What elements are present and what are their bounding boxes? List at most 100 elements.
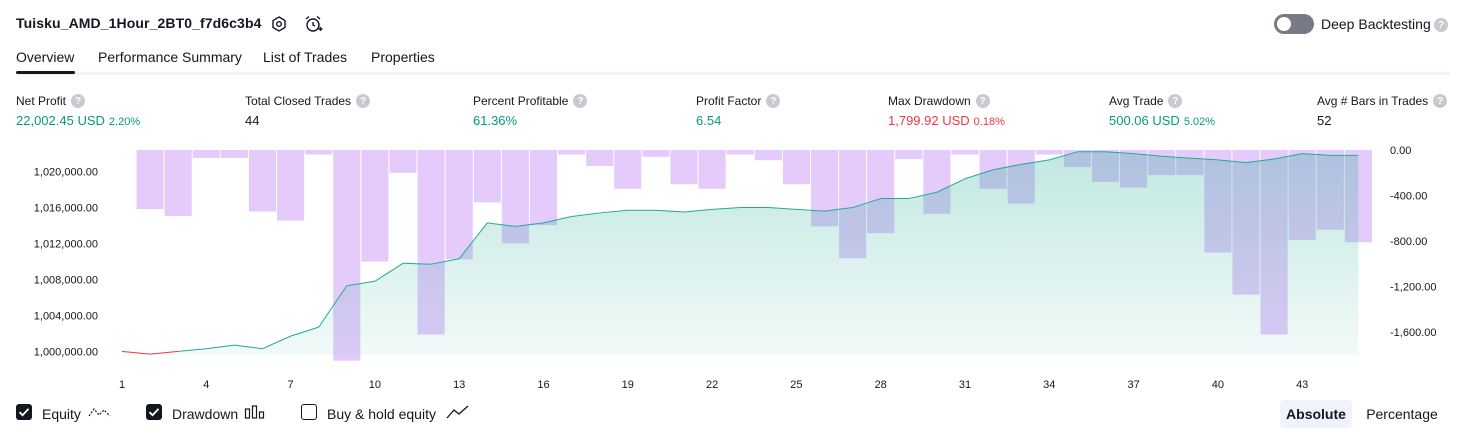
left-axis-tick-label: 1,012,000.00 (34, 239, 98, 251)
deep-backtesting-toggle[interactable] (1274, 14, 1314, 34)
drawdown-bar (670, 150, 698, 185)
buy-hold-line-icon (446, 405, 469, 419)
equity-line-segment (402, 262, 432, 265)
drawdown-bar (1035, 150, 1063, 155)
info-icon[interactable]: ? (975, 94, 990, 108)
equity-line-segment (487, 222, 516, 227)
metric-total-closed-trades-value: 44 (245, 113, 260, 128)
equity-line-segment (318, 285, 348, 328)
drawdown-bar (277, 150, 305, 221)
equity-line-segment (1189, 157, 1218, 161)
info-icon[interactable]: ? (71, 94, 86, 108)
drawdown-bar (473, 150, 501, 203)
equity-line-icon (88, 408, 111, 417)
info-icon[interactable]: ? (356, 94, 371, 108)
equity-line-segment (908, 191, 938, 200)
equity-line-segment (712, 207, 741, 210)
left-axis-tick-label: 1,004,000.00 (34, 310, 98, 322)
equity-checkbox[interactable] (16, 404, 32, 420)
metric-net-profit-label: Net Profit? (16, 94, 86, 108)
equity-line-segment (1217, 159, 1247, 164)
alarm-add-icon[interactable] (302, 13, 324, 35)
drawdown-bar (361, 150, 389, 262)
equity-line-segment (290, 326, 319, 337)
metric-max-drawdown-value: 1,799.92 USD 0.18% (888, 113, 1005, 128)
absolute-mode-button[interactable]: Absolute (1280, 400, 1352, 428)
equity-drawdown-chart[interactable]: 1,000,000.00 1,004,000.00 1,008,000.00 1,01… (0, 135, 1466, 395)
metric-profit-factor-label: Profit Factor? (696, 94, 781, 108)
info-icon[interactable]: ? (1433, 94, 1448, 108)
drawdown-bar (614, 150, 642, 189)
equity-line-segment (964, 169, 994, 180)
metric-label-text: Net Profit (16, 94, 67, 108)
metric-avg-bars-value: 52 (1317, 113, 1332, 128)
x-axis-tick-label: 40 (1212, 379, 1224, 391)
equity-line-segment (1274, 153, 1303, 160)
equity-line-segment (683, 208, 713, 213)
percentage-mode-button[interactable]: Percentage (1366, 406, 1438, 422)
equity-line-segment (993, 163, 1022, 171)
metric-value-text: 1,799.92 USD (888, 113, 970, 128)
toggle-knob (1277, 17, 1291, 31)
metric-pct-text: 2.20% (108, 116, 141, 128)
left-axis-tick-label: 1,000,000.00 (34, 346, 98, 358)
x-axis-tick-label: 16 (537, 379, 549, 391)
x-axis-tick-label: 19 (622, 379, 634, 391)
info-icon[interactable]: ? (766, 94, 781, 108)
equity-legend-label: Equity (42, 406, 81, 422)
equity-fill (122, 151, 1359, 355)
metric-value-text: 500.06 USD (1109, 113, 1180, 128)
drawdown-bar (782, 150, 810, 185)
settings-icon[interactable] (268, 13, 290, 35)
equity-line-segment (515, 222, 544, 227)
drawdown-bar (305, 150, 333, 155)
equity-line-segment (936, 178, 966, 193)
equity-line-segment (1302, 153, 1331, 156)
x-axis-tick-label: 43 (1296, 379, 1308, 391)
drawdown-bar (895, 150, 923, 160)
metric-label-text: Avg Trade (1109, 94, 1164, 108)
equity-line-segment (346, 280, 375, 287)
alarm-glyph (305, 15, 323, 32)
drawdown-bar (136, 150, 164, 210)
x-axis-tick-label: 4 (203, 379, 209, 391)
right-axis-tick-label: -1,200.00 (1390, 282, 1436, 294)
equity-line-segment (178, 348, 207, 352)
equity-line-segment (852, 198, 881, 209)
metric-label-text: Avg # Bars in Trades (1317, 94, 1429, 108)
equity-line-segment (824, 207, 853, 212)
equity-line-segment (234, 344, 263, 350)
equity-line-segment (1245, 158, 1275, 164)
tab-properties[interactable]: Properties (371, 49, 435, 65)
drawdown-bar (698, 150, 726, 189)
left-axis-tick-label: 1,020,000.00 (34, 167, 98, 179)
equity-line-segment (458, 222, 488, 260)
settings-glyph (272, 16, 286, 32)
x-axis-tick-label: 34 (1043, 379, 1055, 391)
metric-label-text: Percent Profitable (473, 94, 569, 108)
equity-line-segment (655, 209, 685, 213)
help-icon[interactable]: ? (1434, 18, 1448, 32)
drawdown-bar (248, 150, 277, 212)
x-axis-tick-label: 1 (119, 379, 125, 391)
check-icon (148, 408, 160, 417)
x-axis-tick-label: 7 (288, 379, 294, 391)
tab-performance-summary[interactable]: Performance Summary (98, 49, 242, 65)
metric-value-text: 22,002.45 USD (16, 113, 105, 128)
drawdown-bar (726, 150, 754, 155)
buy-hold-checkbox[interactable] (301, 404, 317, 420)
right-axis-tick-label: 0.00 (1390, 145, 1411, 157)
equity-line-segment (768, 207, 797, 210)
metric-net-profit-value: 22,002.45 USD 2.20% (16, 113, 140, 128)
metric-label-text: Max Drawdown (888, 94, 971, 108)
metric-avg-bars-label: Avg # Bars in Trades? (1317, 94, 1448, 108)
tab-overview[interactable]: Overview (16, 49, 75, 65)
equity-line-segment (571, 212, 600, 218)
info-icon[interactable]: ? (1168, 94, 1183, 108)
drawdown-checkbox[interactable] (146, 404, 162, 420)
tab-list-of-trades[interactable]: List of Trades (263, 49, 348, 65)
equity-line-segment (1021, 159, 1050, 165)
info-icon[interactable]: ? (573, 94, 588, 108)
metric-avg-trade-value: 500.06 USD 5.02% (1109, 113, 1215, 128)
drawdown-legend-label: Drawdown (172, 406, 239, 422)
